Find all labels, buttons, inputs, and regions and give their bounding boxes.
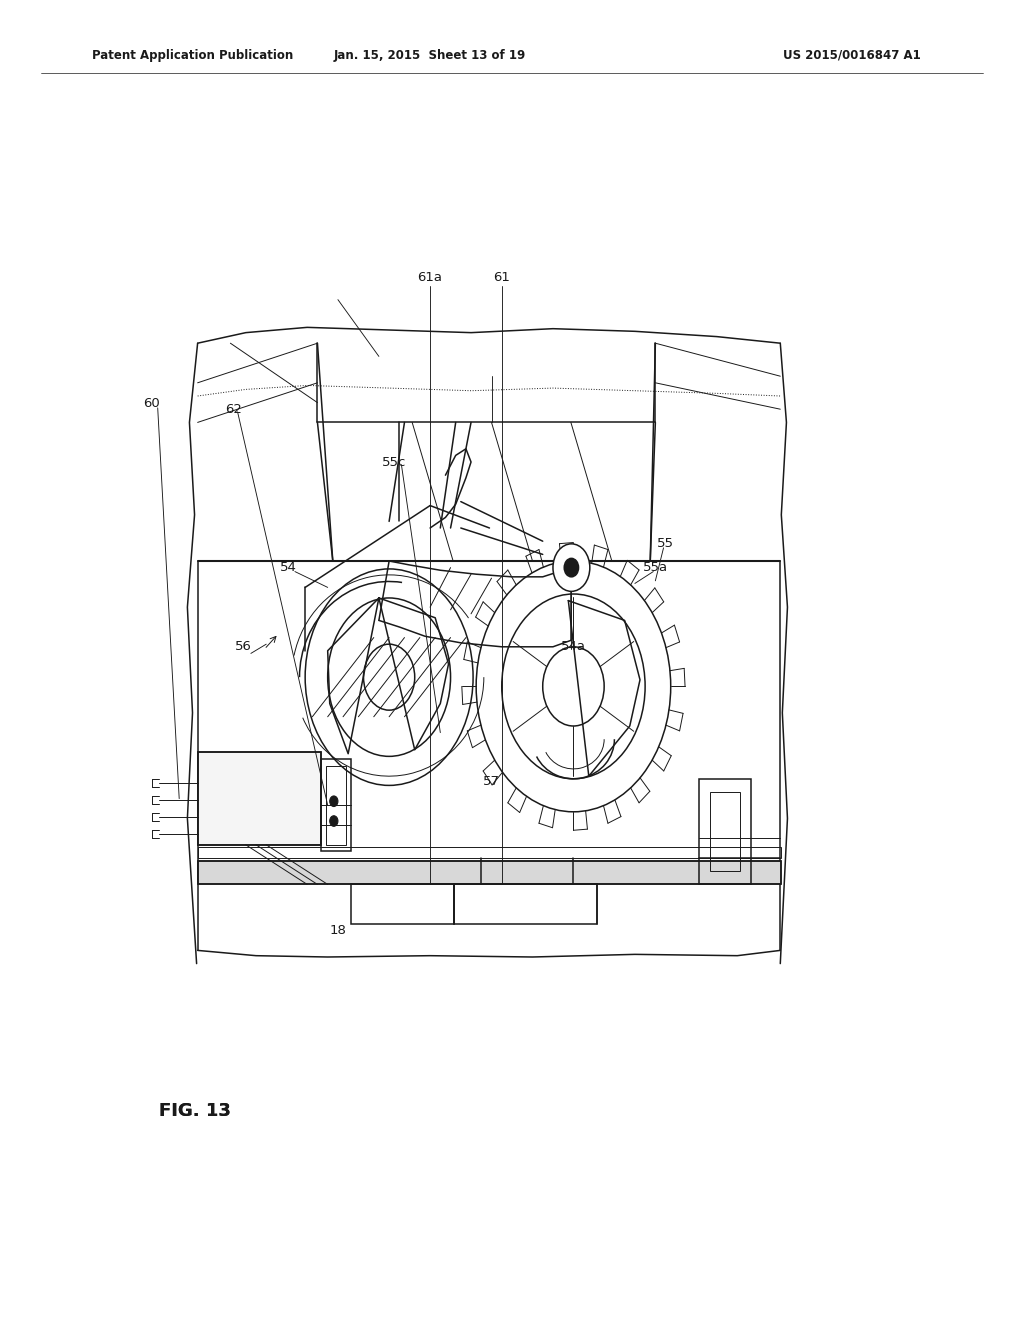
Text: 57: 57: [483, 775, 500, 788]
Circle shape: [553, 544, 590, 591]
Bar: [198, 752, 321, 845]
Text: 61: 61: [494, 271, 510, 284]
Text: 18: 18: [330, 924, 346, 937]
Text: Patent Application Publication: Patent Application Publication: [92, 49, 294, 62]
Text: FIG. 13: FIG. 13: [159, 1102, 230, 1121]
Text: 56: 56: [236, 640, 252, 653]
Circle shape: [330, 816, 338, 826]
Text: 60: 60: [143, 397, 160, 411]
Text: FIG. 13: FIG. 13: [159, 1102, 230, 1121]
Bar: [699, 779, 751, 884]
Bar: [351, 884, 454, 924]
Bar: [198, 752, 321, 845]
Circle shape: [564, 558, 579, 577]
Bar: [198, 847, 781, 858]
Text: 54: 54: [281, 561, 297, 574]
Text: Jan. 15, 2015  Sheet 13 of 19: Jan. 15, 2015 Sheet 13 of 19: [334, 49, 526, 62]
Text: 55a: 55a: [643, 561, 668, 574]
Text: US 2015/0016847 A1: US 2015/0016847 A1: [783, 49, 922, 62]
Text: 62: 62: [225, 403, 242, 416]
Bar: [198, 861, 781, 884]
Bar: [326, 766, 346, 845]
Text: 61a: 61a: [418, 271, 442, 284]
Text: 55: 55: [657, 537, 674, 550]
Bar: [321, 759, 351, 851]
Bar: [454, 884, 597, 924]
Text: 54a: 54a: [561, 640, 586, 653]
Bar: [710, 792, 740, 871]
Circle shape: [330, 796, 338, 807]
Text: 55c: 55c: [382, 455, 407, 469]
Bar: [198, 861, 781, 884]
